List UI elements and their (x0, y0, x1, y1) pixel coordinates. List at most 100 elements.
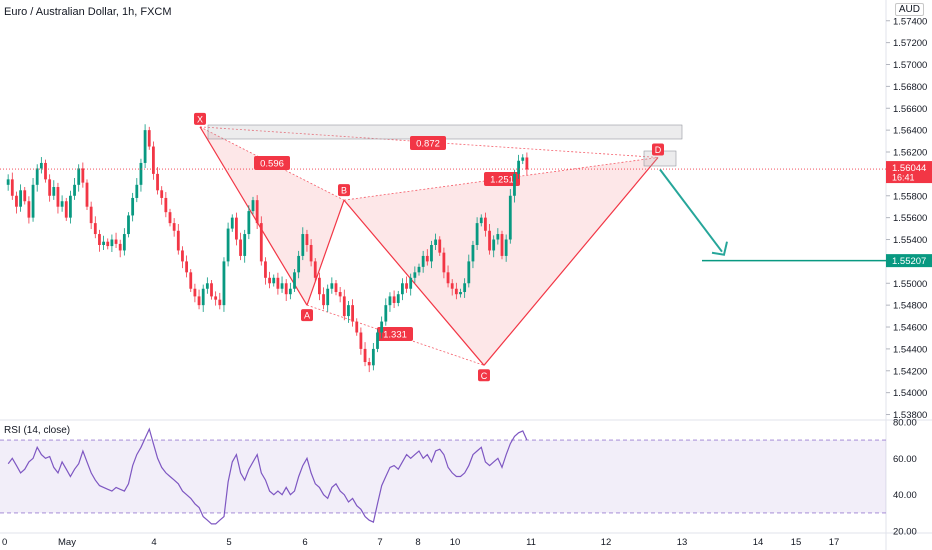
price-tick-label: 1.55800 (893, 191, 927, 202)
candle-body (64, 201, 68, 218)
candle-body (363, 348, 367, 363)
time-axis: 0 May 4 5 6 7 8 10 11 12 13 14 15 17 (2, 537, 839, 548)
candle-body (19, 190, 22, 207)
candle-body (430, 244, 433, 262)
ratio-badge (254, 156, 290, 170)
pattern-ratio-line-bd (343, 157, 659, 201)
point-badge-a (301, 309, 313, 322)
candle-body (160, 190, 164, 198)
candle-body (376, 332, 379, 349)
candle-body (243, 234, 247, 256)
candle-body (181, 250, 184, 262)
candle-body (230, 217, 234, 229)
candle-body (450, 283, 454, 289)
candle-body (172, 223, 176, 231)
candle-body (475, 223, 479, 245)
price-tick-label: 1.53800 (893, 410, 927, 421)
point-label-c: C (481, 371, 488, 381)
price-tick-label: 1.56200 (893, 148, 927, 159)
candle-body (467, 261, 471, 284)
harmonic-pattern: X A B C D 0.596 1.331 1.251 0.872 (194, 112, 683, 382)
candle-body (380, 321, 384, 333)
candle-body (421, 255, 425, 267)
candle-body (471, 244, 475, 262)
candle-body (438, 239, 442, 253)
candle-body (247, 211, 251, 235)
candle-body (264, 261, 267, 278)
candle-body (23, 190, 27, 202)
time-tick-label: 0 (2, 537, 7, 548)
candle-body (110, 239, 114, 247)
price-tick-label: 1.57000 (893, 60, 927, 71)
candle-body (496, 234, 500, 240)
price-tick-label: 1.56600 (893, 104, 927, 115)
price-tick-label: 1.54800 (893, 301, 927, 312)
candle-body (305, 234, 309, 245)
candle-body (517, 160, 520, 174)
candle-body (272, 277, 276, 284)
candle-body (351, 305, 354, 322)
point-badge-d (652, 143, 664, 156)
candle-body (521, 157, 525, 161)
candle-body (10, 179, 14, 196)
candle-body (69, 195, 72, 218)
candle-body (205, 283, 209, 289)
candle-body (484, 217, 487, 231)
candle-body (276, 277, 280, 289)
last-price-badge (886, 161, 932, 184)
candle-body (168, 212, 172, 224)
candle-body (152, 146, 155, 174)
time-tick-label: May (58, 537, 76, 548)
candle-body (309, 244, 313, 262)
rsi-band (0, 440, 886, 513)
candle-body (322, 294, 325, 306)
projection-arrow (659, 168, 723, 253)
candle-body (359, 332, 363, 349)
rsi-tick-label: 80.00 (893, 417, 917, 428)
time-tick-label: 17 (829, 537, 840, 548)
candle-body (139, 162, 143, 185)
candle-body (413, 272, 417, 278)
candle-body (301, 234, 305, 256)
candle-body (284, 283, 288, 295)
candle-body (392, 296, 396, 303)
price-tick-label: 1.57400 (893, 16, 927, 27)
candle-body (384, 305, 388, 322)
candle-body (89, 206, 93, 224)
point-label-a: A (304, 311, 310, 321)
candle-body (56, 187, 60, 207)
candle-body (122, 234, 126, 251)
candle-body (222, 261, 226, 306)
candle-body (235, 217, 238, 240)
time-tick-label: 8 (415, 537, 420, 548)
candle-body (31, 184, 35, 218)
rsi-line (7, 427, 528, 525)
candle-body (210, 283, 213, 297)
candle-body (98, 234, 101, 245)
price-tick-label: 1.54600 (893, 323, 927, 334)
candle-body (492, 239, 496, 251)
xab-triangle (200, 126, 344, 306)
candle-body (330, 283, 334, 289)
candle-body (131, 197, 135, 216)
candle-body (48, 179, 52, 196)
candle-body (143, 130, 147, 163)
currency-badge[interactable]: AUD (894, 3, 924, 16)
symbol-title: Euro / Australian Dollar, 1h, FXCM (4, 6, 172, 18)
candle-body (147, 130, 151, 147)
time-tick-label: 10 (450, 537, 461, 548)
candle-body (176, 230, 180, 251)
price-tick-label: 1.55000 (893, 279, 927, 290)
candle-body (60, 201, 64, 207)
rsi-tick-label: 40.00 (893, 490, 917, 501)
candle-body (401, 283, 404, 295)
ratio-label: 1.331 (383, 330, 407, 341)
candle-body (293, 272, 296, 289)
candle-body (35, 168, 39, 185)
time-tick-label: 12 (601, 537, 612, 548)
price-tick-label: 1.54200 (893, 366, 927, 377)
candle-body (27, 201, 31, 218)
point-label-d: D (655, 145, 662, 155)
price-tick-label: 1.55600 (893, 213, 927, 224)
